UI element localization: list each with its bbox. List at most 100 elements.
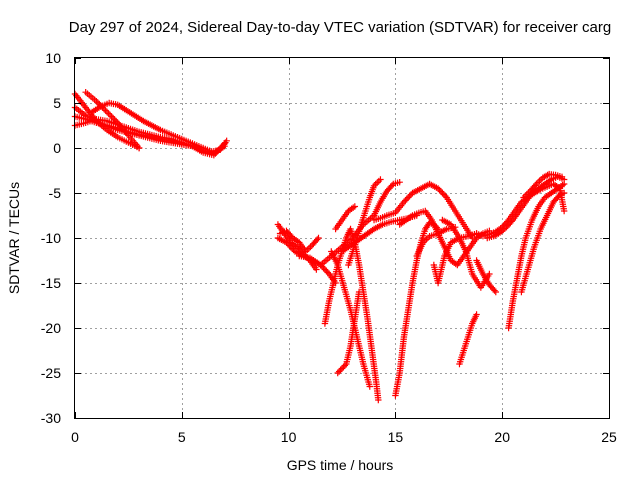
data-point bbox=[341, 362, 349, 369]
data-point bbox=[486, 270, 493, 278]
data-point bbox=[375, 177, 383, 185]
series-arc-b19 bbox=[505, 180, 568, 332]
series-arc-b7 bbox=[345, 176, 384, 269]
series-arc-a6 bbox=[71, 113, 185, 147]
y-tick-label: -20 bbox=[41, 320, 61, 336]
data-point bbox=[405, 194, 412, 201]
y-axis-label: SDTVAR / TECUs bbox=[6, 182, 22, 294]
series-arc-b21 bbox=[520, 170, 566, 201]
series-arc-b10 bbox=[370, 180, 476, 242]
data-point bbox=[558, 173, 566, 180]
data-point bbox=[338, 365, 346, 372]
data-point bbox=[374, 179, 381, 186]
data-point bbox=[321, 266, 329, 273]
y-tick-label: -25 bbox=[41, 365, 61, 381]
y-tick-label: 0 bbox=[53, 140, 61, 156]
data-point bbox=[366, 383, 373, 390]
data-point bbox=[406, 192, 413, 200]
data-point bbox=[223, 137, 230, 144]
series-arc-b16 bbox=[439, 216, 493, 291]
data-point bbox=[403, 195, 410, 203]
grid bbox=[75, 58, 609, 418]
series-arc-b6 bbox=[328, 248, 373, 390]
y-tick-label: 5 bbox=[53, 95, 61, 111]
data-point bbox=[103, 108, 111, 116]
plot-frame bbox=[74, 57, 610, 419]
chart-title: Day 297 of 2024, Sidereal Day-to-day VTE… bbox=[69, 19, 611, 36]
data-point bbox=[283, 239, 290, 246]
data-point bbox=[492, 288, 499, 296]
data-point bbox=[508, 218, 515, 225]
x-tick-label: 5 bbox=[178, 429, 186, 445]
data-point bbox=[531, 182, 539, 189]
data-point bbox=[400, 198, 408, 206]
data-point bbox=[402, 197, 409, 204]
data-point bbox=[135, 144, 143, 152]
data-point bbox=[324, 269, 331, 276]
x-axis-label: GPS time / hours bbox=[287, 457, 394, 473]
x-tick-label: 15 bbox=[388, 429, 404, 445]
data-point bbox=[307, 243, 314, 250]
data-point bbox=[434, 185, 442, 192]
y-tick-label: -15 bbox=[41, 275, 61, 291]
data-point bbox=[375, 396, 382, 404]
x-tick-labels: 0 5 10 15 20 25 bbox=[71, 429, 617, 445]
x-tick-label: 20 bbox=[494, 429, 510, 445]
data-point bbox=[286, 242, 293, 249]
data-point bbox=[351, 203, 359, 210]
data-point bbox=[284, 240, 292, 248]
x-tick-label: 10 bbox=[281, 429, 297, 445]
data-point bbox=[323, 267, 330, 275]
axis-ticks bbox=[75, 58, 610, 419]
data-point bbox=[560, 207, 568, 215]
data-point bbox=[423, 236, 430, 243]
data-point bbox=[491, 287, 498, 294]
data-point bbox=[555, 193, 562, 200]
data-point bbox=[335, 368, 343, 375]
data-point bbox=[436, 186, 443, 194]
data-point bbox=[305, 245, 313, 252]
y-tick-label: -30 bbox=[41, 410, 61, 426]
data-point bbox=[452, 224, 459, 231]
data-point bbox=[437, 188, 445, 195]
series-arc-b22 bbox=[413, 224, 459, 260]
data-point bbox=[439, 189, 446, 197]
data-point bbox=[560, 180, 568, 188]
data-point bbox=[314, 236, 321, 243]
data-marks bbox=[71, 89, 568, 404]
data-point bbox=[337, 366, 344, 374]
y-tick-label: -10 bbox=[41, 230, 61, 246]
data-point bbox=[355, 288, 363, 296]
series-arc-b9 bbox=[370, 179, 403, 219]
series-arc-b13 bbox=[430, 230, 480, 287]
data-point bbox=[377, 176, 384, 183]
data-point bbox=[178, 140, 185, 147]
series-arc-a4 bbox=[88, 99, 230, 155]
data-point bbox=[320, 264, 327, 272]
data-point bbox=[473, 311, 480, 318]
data-point bbox=[396, 179, 403, 186]
y-tick-label: 10 bbox=[45, 50, 61, 66]
data-point bbox=[105, 110, 112, 117]
series-arc-b14 bbox=[456, 311, 480, 368]
y-tick-labels: -30 -25 -20 -15 -10 -5 0 5 10 bbox=[41, 50, 61, 426]
data-point bbox=[440, 191, 448, 198]
series-arc-b3 bbox=[296, 212, 378, 269]
series-arc-b11 bbox=[392, 219, 442, 399]
data-point bbox=[315, 234, 322, 242]
series-arc-b20 bbox=[518, 189, 568, 296]
series-arc-b23 bbox=[276, 227, 322, 255]
x-tick-label: 25 bbox=[601, 429, 617, 445]
data-point bbox=[340, 363, 347, 371]
y-tick-label: -5 bbox=[49, 185, 62, 201]
data-point bbox=[560, 189, 568, 197]
data-point bbox=[388, 182, 396, 189]
data-point bbox=[288, 245, 296, 252]
data-point bbox=[442, 192, 449, 200]
data-point bbox=[334, 369, 341, 377]
data-point bbox=[287, 243, 294, 251]
x-tick-label: 0 bbox=[71, 429, 79, 445]
data-point bbox=[106, 111, 114, 119]
series-arc-b24 bbox=[332, 203, 359, 233]
